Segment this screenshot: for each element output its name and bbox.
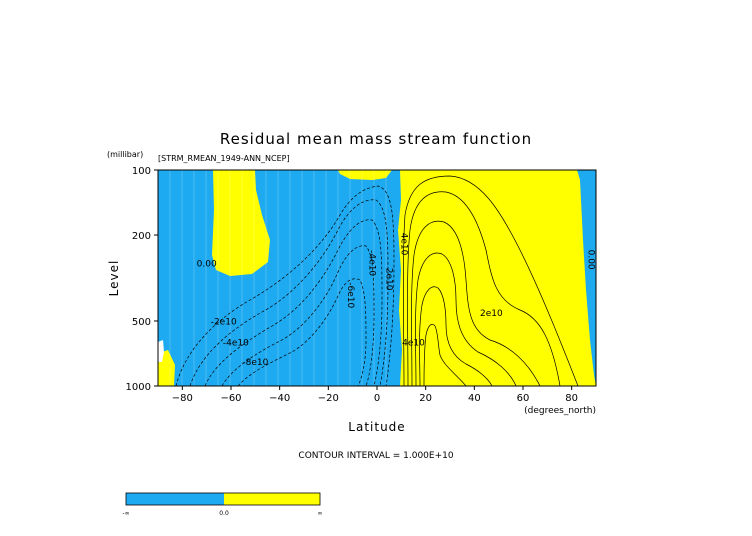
contour-label: 0.00 <box>586 250 596 270</box>
colorbar-frame <box>125 492 321 506</box>
x-tick-label: 60 <box>517 393 530 404</box>
contour-interval: CONTOUR INTERVAL = 1.000E+10 <box>298 451 453 461</box>
colorbar-label-max: ∞ <box>318 510 323 517</box>
contour-label: -4e10 <box>223 339 249 349</box>
contour-label: -4e10 <box>367 250 377 276</box>
x-axis-label: Latitude <box>348 420 405 434</box>
x-units: (degrees_north) <box>524 406 596 416</box>
contour-label: 2e10 <box>384 268 394 291</box>
negative-contours <box>175 185 395 386</box>
y-units: (millibar) <box>107 150 143 159</box>
contour-label: 0.00 <box>197 260 217 270</box>
y-tick-label: 200 <box>132 231 151 242</box>
positive-region <box>398 170 596 386</box>
chart-subtitle: [STRM_RMEAN_1949-ANN_NCEP] <box>158 154 290 163</box>
y-ticks: 100 200 500 1000 <box>126 166 158 393</box>
positive-region-top <box>338 170 392 180</box>
colorbar-label-zero: 0.0 <box>219 510 229 517</box>
x-tick-label: 0 <box>374 393 380 404</box>
chart-title: Residual mean mass stream function <box>220 130 532 148</box>
x-tick-label: −80 <box>172 393 193 404</box>
x-tick-label: −20 <box>318 393 339 404</box>
x-tick-label: −40 <box>269 393 290 404</box>
plot-area: 0.00 -2e10 -4e10 -8e10 -6e10 -4e10 2e10 4e10 2e1… <box>158 170 596 386</box>
vertical-gridlines <box>169 170 387 386</box>
colorbar-positive <box>224 493 320 505</box>
contour-label: 2e10 <box>480 309 503 319</box>
positive-region-south <box>212 170 270 276</box>
colorbar: -∞ 0.0 ∞ <box>122 492 323 517</box>
x-ticks: −80 −60 −40 −20 0 20 40 60 80 <box>172 386 578 404</box>
x-tick-label: 80 <box>565 393 578 404</box>
contour-labels: 0.00 -2e10 -4e10 -8e10 -6e10 -4e10 2e10 4e10 2e1… <box>197 233 596 368</box>
x-tick-label: 40 <box>468 393 481 404</box>
y-tick-label: 100 <box>132 166 151 177</box>
x-tick-label: −60 <box>220 393 241 404</box>
colorbar-negative <box>126 493 224 505</box>
contour-label: -2e10 <box>211 318 237 328</box>
colorbar-label-min: -∞ <box>122 510 129 517</box>
contour-label: -8e10 <box>242 358 268 368</box>
x-tick-label: 20 <box>419 393 432 404</box>
mask-region <box>158 340 164 362</box>
y-axis-label: Level <box>107 260 121 297</box>
positive-contours <box>402 175 579 386</box>
contour-label: -6e10 <box>345 282 355 308</box>
contour-label: 4e10 <box>402 339 425 349</box>
y-tick-label: 1000 <box>126 382 151 393</box>
y-tick-label: 500 <box>132 317 151 328</box>
contour-label: 4e10 <box>398 233 408 256</box>
